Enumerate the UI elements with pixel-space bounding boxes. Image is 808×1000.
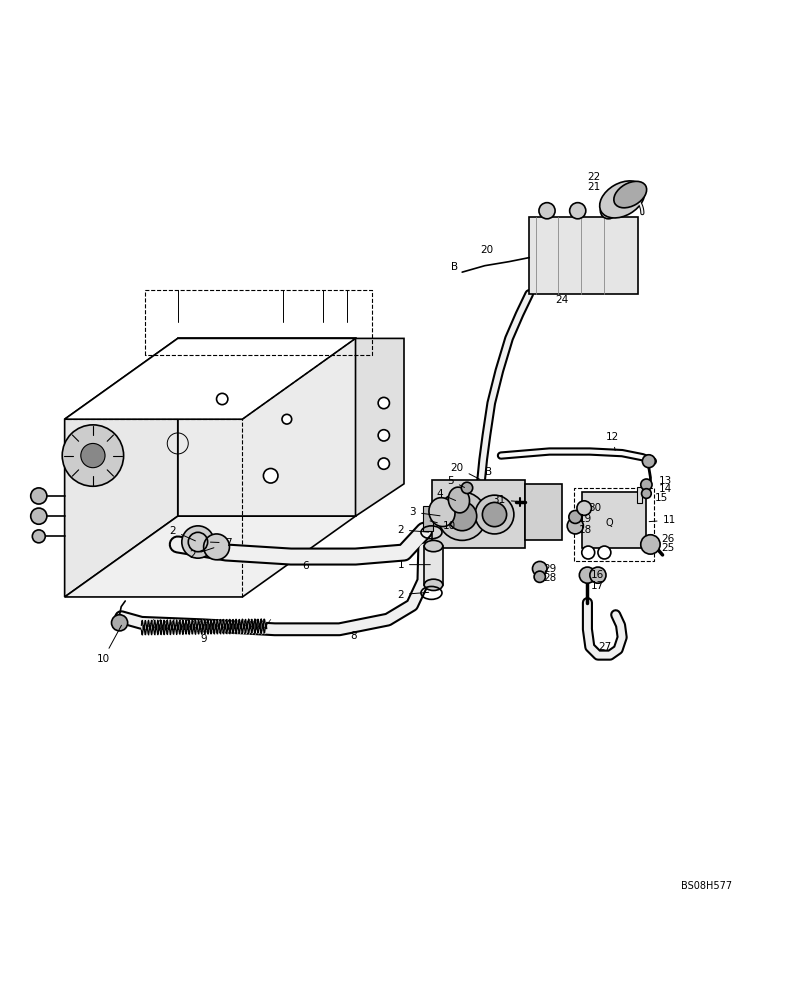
Text: 22: 22 [587,172,600,182]
Circle shape [378,458,389,469]
Text: 8: 8 [351,631,357,641]
Bar [582,492,646,548]
Bar [423,506,433,531]
Polygon shape [65,516,356,597]
Circle shape [475,495,514,534]
Circle shape [532,561,547,576]
Circle shape [590,567,606,583]
Text: B: B [451,262,457,272]
Text: 21: 21 [587,182,600,192]
Text: 31: 31 [493,495,518,505]
Text: 10: 10 [430,521,456,531]
Circle shape [641,479,652,490]
Text: 6: 6 [302,561,309,571]
Text: 13: 13 [659,476,672,486]
Text: 19: 19 [579,514,591,524]
Circle shape [182,526,214,558]
Circle shape [482,502,507,527]
Text: 2: 2 [189,548,214,560]
Text: 15: 15 [654,493,667,503]
Circle shape [112,615,128,631]
Text: 14: 14 [659,484,672,494]
Text: 26: 26 [661,534,674,544]
Text: 9: 9 [200,634,207,644]
Circle shape [600,203,617,219]
Text: 7: 7 [210,538,231,548]
Ellipse shape [448,487,469,513]
Circle shape [448,502,477,531]
Text: 28: 28 [543,573,556,583]
Text: 3: 3 [410,507,440,517]
Polygon shape [356,338,404,516]
Text: 25: 25 [661,543,674,553]
Text: 30: 30 [588,503,601,513]
Text: 11: 11 [649,515,675,525]
Text: 5: 5 [448,476,465,487]
Text: B: B [486,467,492,477]
Circle shape [579,567,595,583]
Circle shape [539,203,555,219]
Circle shape [642,489,651,498]
Circle shape [378,430,389,441]
Text: 4: 4 [436,489,456,501]
Text: 1: 1 [398,560,431,570]
Circle shape [534,571,545,582]
Polygon shape [65,338,178,597]
Circle shape [641,535,660,554]
Circle shape [31,488,47,504]
Text: 2: 2 [398,525,429,535]
Text: 10: 10 [97,625,121,664]
Circle shape [217,393,228,405]
Text: Q: Q [605,518,613,528]
Text: 16: 16 [591,570,604,580]
Text: 17: 17 [591,581,604,591]
Text: 12: 12 [606,432,619,450]
Text: 18: 18 [579,525,591,535]
Circle shape [378,397,389,409]
Text: 24: 24 [555,295,568,305]
Circle shape [569,511,582,523]
Polygon shape [432,480,525,548]
Circle shape [204,534,229,560]
Circle shape [577,501,591,515]
Ellipse shape [614,181,646,208]
Bar [637,487,642,503]
Circle shape [598,546,611,559]
Circle shape [31,508,47,524]
Ellipse shape [424,579,443,590]
Circle shape [32,530,45,543]
Polygon shape [178,338,356,516]
Text: 2: 2 [170,526,196,541]
Text: 29: 29 [543,564,556,574]
Circle shape [567,518,583,534]
Polygon shape [525,484,562,540]
Circle shape [263,468,278,483]
Circle shape [570,203,586,219]
Text: BS08H577: BS08H577 [681,881,733,891]
Ellipse shape [429,498,455,527]
Ellipse shape [62,425,124,486]
Circle shape [81,443,105,468]
Ellipse shape [424,540,443,552]
Ellipse shape [600,181,645,218]
Circle shape [461,482,473,494]
Circle shape [642,455,655,468]
Circle shape [582,546,595,559]
Bar [424,546,443,585]
Circle shape [438,492,486,540]
Polygon shape [65,338,356,419]
Text: 20: 20 [481,245,494,255]
Circle shape [282,414,292,424]
Text: 27: 27 [598,642,611,652]
Bar [529,217,638,294]
Text: 2: 2 [398,590,429,600]
Text: 20: 20 [451,463,480,479]
